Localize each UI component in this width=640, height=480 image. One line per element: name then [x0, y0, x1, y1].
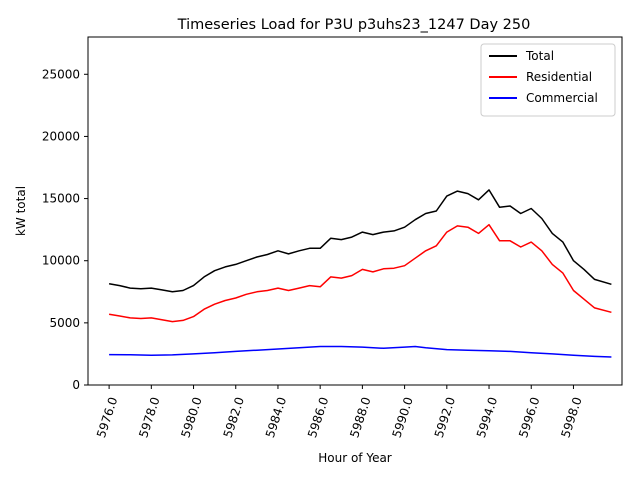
x-tick-label: 5980.0 [178, 395, 204, 439]
x-tick-label: 5988.0 [347, 395, 373, 439]
x-tick-label: 5978.0 [136, 395, 162, 439]
x-axis-title: Hour of Year [318, 451, 392, 465]
series-line-total [108, 189, 612, 293]
y-axis: 0 5000 10000 15000 20000 25000 [42, 67, 88, 392]
y-tick-label: 25000 [42, 67, 80, 81]
x-tick-label: 5986.0 [305, 395, 331, 439]
x-tick-label: 5976.0 [94, 395, 120, 439]
chart-title: Timeseries Load for P3U p3uhs23_1247 Day… [177, 17, 531, 33]
x-axis: 5976.0 5978.0 5980.0 5982.0 5984.0 5986.0 5988… [94, 385, 585, 440]
legend-label-residential: Residential [526, 70, 592, 84]
y-tick-label: 10000 [42, 254, 80, 268]
y-axis-title: kW total [14, 186, 28, 236]
y-tick-label: 20000 [42, 129, 80, 143]
x-tick-label: 5982.0 [221, 395, 247, 439]
legend-label-total: Total [525, 49, 554, 63]
y-tick-label: 5000 [49, 316, 80, 330]
x-tick-label: 5992.0 [432, 395, 458, 439]
plot-frame [87, 36, 623, 386]
y-tick-label: 15000 [42, 192, 80, 206]
legend-label-commercial: Commercial [526, 91, 598, 105]
series-line-residential [108, 223, 612, 323]
x-tick-label: 5998.0 [558, 395, 584, 439]
x-tick-label: 5996.0 [516, 395, 542, 439]
series-line-commercial [109, 345, 612, 358]
series-layer [108, 189, 612, 358]
y-tick-label: 0 [72, 378, 80, 392]
x-tick-label: 5990.0 [390, 395, 416, 439]
x-tick-label: 5994.0 [474, 395, 500, 439]
legend: Total Residential Commercial [480, 43, 616, 117]
x-tick-label: 5984.0 [263, 395, 289, 439]
